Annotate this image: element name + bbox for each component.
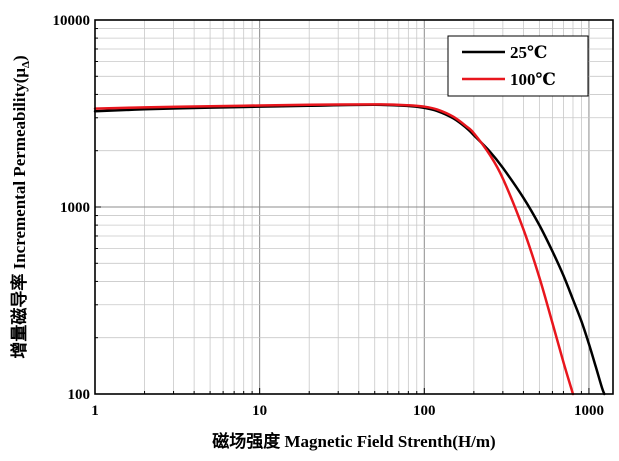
- x-tick-label: 1: [91, 403, 99, 419]
- x-axis-label: 磁场强度 Magnetic Field Strenth(H/m): [212, 431, 495, 451]
- x-tick-label: 100: [413, 403, 436, 419]
- y-tick-label: 10000: [53, 13, 91, 29]
- legend-box: [447, 35, 589, 97]
- data-series: [93, 103, 606, 396]
- y-axis-label-main: 增量磁导率 Incremental Permeability(μ: [9, 68, 29, 359]
- x-tick-label: 10: [252, 403, 267, 419]
- x-tick-label: 1000: [574, 403, 604, 419]
- y-axis-label-close: ): [10, 55, 29, 61]
- y-axis-label-subscript: Δ: [20, 61, 32, 68]
- series-line-100c: [93, 103, 575, 396]
- series-line-25c: [93, 103, 606, 396]
- tick-labels: 1 10 100 1000 100 1000 10000: [53, 13, 604, 419]
- legend: 25℃ 100℃: [447, 35, 589, 97]
- legend-label-25c: 25℃: [510, 43, 547, 62]
- y-tick-label: 100: [68, 387, 91, 403]
- legend-label-100c: 100℃: [510, 70, 556, 89]
- y-axis-label: 增量磁导率 Incremental Permeability(μΔ): [9, 55, 32, 358]
- y-tick-label: 1000: [60, 200, 90, 216]
- plot-frame: [94, 19, 614, 395]
